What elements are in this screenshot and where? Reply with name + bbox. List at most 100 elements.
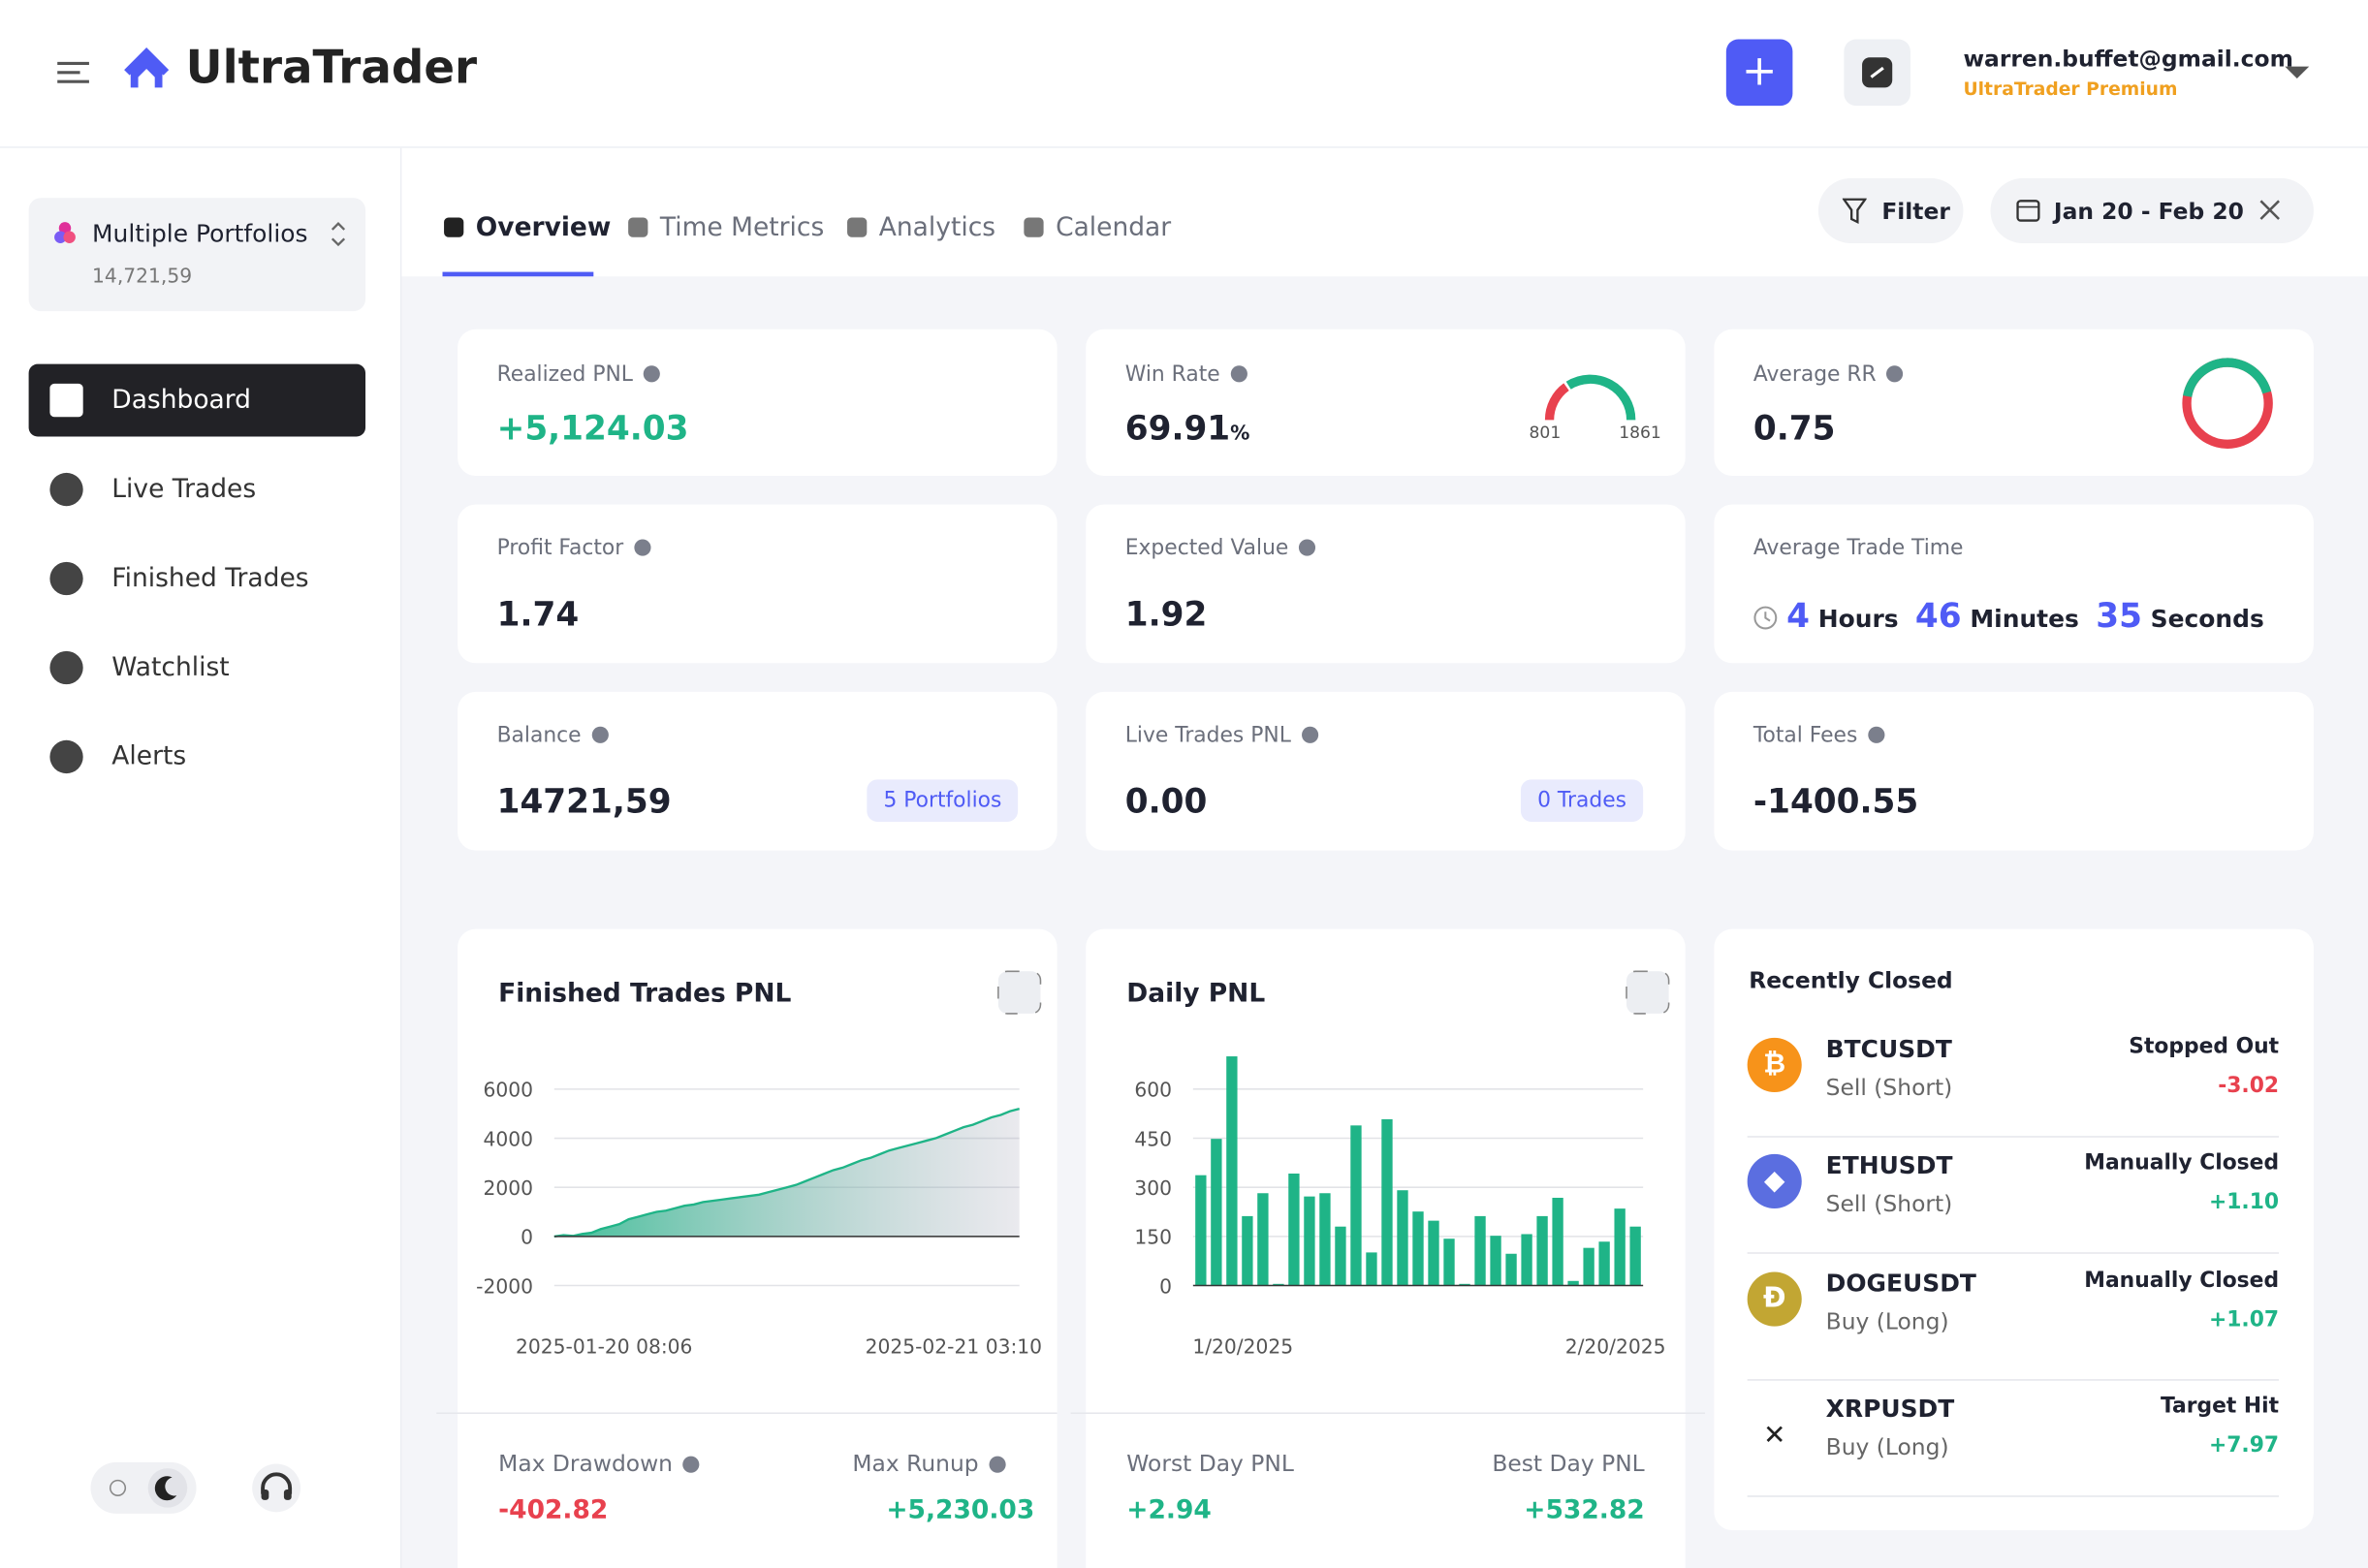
status: Manually Closed xyxy=(2084,1269,2280,1294)
label-text: Balance xyxy=(496,723,582,748)
symbol: ETHUSDT xyxy=(1825,1150,1953,1180)
filter-button[interactable]: Filter xyxy=(1817,177,1964,243)
footer-value: +532.82 xyxy=(1524,1495,1645,1526)
tab[interactable]: Overview xyxy=(444,213,611,243)
bar xyxy=(1567,1280,1579,1286)
y-tick-label: 450 xyxy=(1134,1127,1172,1150)
link-button[interactable] xyxy=(1844,39,1910,107)
expand-button[interactable] xyxy=(997,970,1042,1015)
line xyxy=(553,1108,1020,1239)
theme-toggle[interactable] xyxy=(90,1461,197,1514)
clear-date[interactable] xyxy=(2259,200,2281,221)
bar xyxy=(1552,1197,1563,1286)
x-label: 2025-01-20 08:06 xyxy=(516,1335,692,1359)
nav-icon xyxy=(49,739,83,774)
closed-trade[interactable]: ₿ BTCUSDT Sell (Short) Stopped Out -3.02 xyxy=(1747,1019,2280,1138)
y-tick-label: 300 xyxy=(1134,1176,1172,1200)
chart-title: Daily PNL xyxy=(1126,978,1265,1008)
stat-label: Expected Value xyxy=(1125,536,1316,560)
nav-icon xyxy=(49,383,83,418)
status: Stopped Out xyxy=(2129,1034,2280,1059)
tab[interactable]: Time Metrics xyxy=(628,213,824,243)
status: Target Hit xyxy=(2160,1394,2280,1419)
symbol: XRPUSDT xyxy=(1825,1394,1955,1424)
tab-icon xyxy=(444,217,464,237)
label-text: Profit Factor xyxy=(496,536,624,561)
user-email: warren.buffet@gmail.com xyxy=(1963,45,2293,73)
tab-icon xyxy=(1024,217,1044,237)
label-text: Average RR xyxy=(1752,362,1877,388)
stat-card: Expected Value 1.92 xyxy=(1086,504,1686,664)
bar xyxy=(1257,1193,1269,1286)
status: Manually Closed xyxy=(2084,1150,2280,1176)
bar xyxy=(1397,1190,1408,1286)
stat-card: Realized PNL +5,124.03 xyxy=(458,329,1058,477)
badge[interactable]: 5 Portfolios xyxy=(867,779,1019,822)
tab[interactable]: Analytics xyxy=(847,213,995,243)
chart-title: Finished Trades PNL xyxy=(498,978,791,1008)
bar xyxy=(1412,1211,1424,1286)
tab-bar: Overview Time Metrics Analytics Calendar Fi… xyxy=(401,147,2368,277)
y-tick-label: 0 xyxy=(1159,1274,1172,1298)
top-bar: UltraTrader + warren.buffet@gmail.com Ul… xyxy=(0,0,2368,148)
bar xyxy=(1211,1139,1222,1286)
side: Sell (Short) xyxy=(1825,1190,1953,1218)
stat-value: 0.75 xyxy=(1752,410,1836,449)
closed-trade[interactable]: Ð DOGEUSDT Buy (Long) Manually Closed +1.07 xyxy=(1747,1254,2280,1381)
tab-icon xyxy=(628,217,648,237)
tab-label: Overview xyxy=(475,212,612,243)
chart-card: Daily PNL 0 150 300 450 600 1/20/2025 2/20/2025… xyxy=(1070,928,1706,1568)
section-title: Recently Closed xyxy=(1749,966,1953,994)
footer-label: Max Drawdown xyxy=(498,1450,701,1477)
trade-time: 4 Hours 46 Minutes 35 Seconds xyxy=(1753,598,2264,636)
closed-trade[interactable]: ◆ ETHUSDT Sell (Short) Manually Closed +1.10 xyxy=(1747,1136,2280,1254)
stat-value: -1400.55 xyxy=(1752,784,1919,822)
nav-item[interactable]: Live Trades xyxy=(29,454,365,526)
y-tick-label: 6000 xyxy=(483,1079,533,1102)
footer-value: -402.82 xyxy=(498,1495,609,1526)
nav-item[interactable]: Dashboard xyxy=(28,363,366,437)
tab[interactable]: Calendar xyxy=(1024,213,1171,243)
pnl: -3.02 xyxy=(2218,1074,2280,1099)
nav-item[interactable]: Alerts xyxy=(29,721,365,794)
stat-label: Realized PNL xyxy=(496,362,661,388)
bar xyxy=(1459,1283,1470,1286)
tab-label: Time Metrics xyxy=(659,212,825,243)
rr-donut xyxy=(2182,358,2273,449)
pnl: +1.10 xyxy=(2208,1190,2280,1215)
bar xyxy=(1273,1283,1284,1286)
stat-card: Total Fees -1400.55 xyxy=(1714,691,2314,851)
closed-trade[interactable]: ✕ XRPUSDT Buy (Long) Target Hit +7.97 xyxy=(1747,1379,2280,1497)
y-tick-label: -2000 xyxy=(476,1274,533,1298)
add-button[interactable]: + xyxy=(1725,39,1793,107)
bar xyxy=(1521,1234,1532,1286)
support-button[interactable] xyxy=(249,1462,303,1514)
user-plan: UltraTrader Premium xyxy=(1963,78,2178,100)
stat-card: Average Trade Time 4 Hours 46 Minutes 35… xyxy=(1714,504,2314,664)
nav-label: Finished Trades xyxy=(111,563,309,594)
label-text: Win Rate xyxy=(1124,362,1220,388)
stat-label: Live Trades PNL xyxy=(1125,724,1318,748)
stat-value: +5,124.03 xyxy=(496,410,689,449)
date-range[interactable]: Jan 20 - Feb 20 xyxy=(1990,177,2314,243)
portfolio-selector[interactable]: Multiple Portfolios 14,721,59 xyxy=(28,198,366,312)
footer-label: Best Day PNL xyxy=(1492,1450,1645,1478)
nav-label: Live Trades xyxy=(111,474,257,505)
expand-button[interactable] xyxy=(1626,970,1670,1015)
bar xyxy=(1304,1196,1315,1286)
menu-icon[interactable] xyxy=(56,60,92,84)
footer-value: +5,230.03 xyxy=(886,1495,1035,1526)
pnl: +7.97 xyxy=(2208,1433,2280,1458)
stat-label: Profit Factor xyxy=(497,536,651,560)
nav-label: Watchlist xyxy=(111,652,230,683)
tab-icon xyxy=(847,217,868,237)
label-text: Realized PNL xyxy=(496,362,633,388)
gauge-label: 1861 xyxy=(1619,423,1661,443)
badge[interactable]: 0 Trades xyxy=(1520,779,1644,822)
nav-item[interactable]: Finished Trades xyxy=(29,543,365,615)
stat-card: Live Trades PNL 0.00 0 Trades xyxy=(1086,691,1686,851)
footer-label: Max Runup xyxy=(852,1450,1006,1477)
footer-label: Worst Day PNL xyxy=(1126,1450,1294,1478)
nav-item[interactable]: Watchlist xyxy=(29,632,365,705)
user-dropdown[interactable] xyxy=(2284,65,2311,80)
